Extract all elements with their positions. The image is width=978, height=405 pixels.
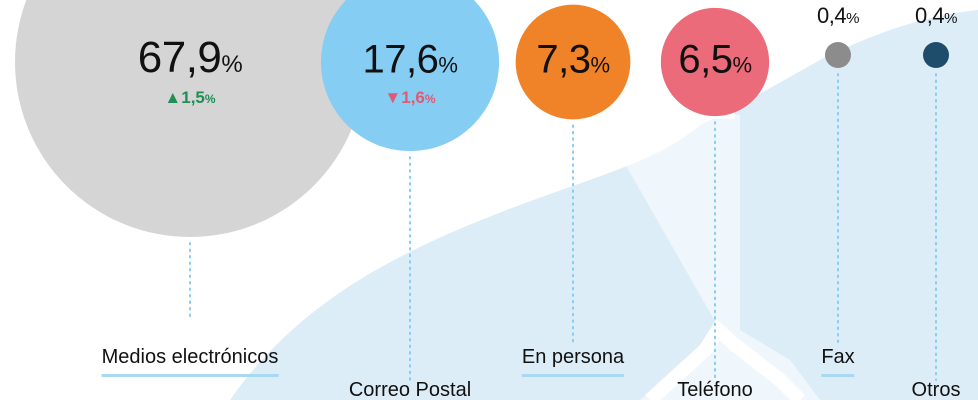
value-unit-3: % bbox=[590, 52, 611, 78]
value-number-1: 67,9 bbox=[137, 33, 222, 82]
category-label-6: Otros bbox=[911, 379, 961, 401]
value-number-3: 7,3 bbox=[536, 37, 591, 82]
bubble-4 bbox=[660, 7, 770, 117]
value-label-6: 0,4% bbox=[915, 3, 957, 29]
bubble-5 bbox=[825, 42, 851, 68]
category-label-4: Teléfono bbox=[677, 379, 753, 401]
background-fork-line bbox=[645, 319, 805, 405]
value-number-2: 17,6 bbox=[362, 37, 439, 82]
value-number-4: 6,5 bbox=[678, 37, 733, 82]
category-label-2: Correo Postal bbox=[348, 379, 472, 401]
background-shape bbox=[230, 10, 978, 400]
value-label-4: 6,5% bbox=[678, 37, 753, 83]
change-arrow-2: ▼ bbox=[384, 88, 402, 107]
value-label-3: 7,3% bbox=[536, 37, 611, 83]
change-value-1: 1,5 bbox=[181, 88, 205, 107]
change-arrow-1: ▲ bbox=[164, 88, 182, 107]
category-label-1: Medios electrónicos bbox=[101, 346, 279, 377]
value-label-1: 67,9% bbox=[137, 33, 243, 83]
bubble-3 bbox=[515, 4, 631, 120]
change-indicator-2: ▼1,6% bbox=[384, 88, 435, 108]
change-unit-2: % bbox=[424, 92, 436, 106]
bubble-6 bbox=[923, 42, 949, 68]
value-unit-6: % bbox=[944, 10, 957, 27]
value-number-5: 0,4 bbox=[817, 3, 847, 28]
value-unit-2: % bbox=[438, 52, 458, 78]
value-label-2: 17,6% bbox=[363, 38, 458, 83]
value-label-5: 0,4% bbox=[817, 3, 859, 29]
category-label-5: Fax bbox=[821, 346, 856, 377]
category-label-3: En persona bbox=[521, 346, 625, 377]
value-unit-4: % bbox=[732, 52, 753, 78]
value-number-6: 0,4 bbox=[915, 3, 945, 28]
bubble-2 bbox=[320, 0, 500, 152]
bubble-1 bbox=[15, 0, 365, 237]
change-value-2: 1,6 bbox=[401, 88, 425, 107]
change-indicator-1: ▲1,5% bbox=[164, 88, 215, 108]
change-unit-1: % bbox=[204, 92, 216, 106]
background-highlight bbox=[600, 110, 820, 400]
value-unit-1: % bbox=[221, 51, 243, 78]
value-unit-5: % bbox=[846, 10, 859, 27]
